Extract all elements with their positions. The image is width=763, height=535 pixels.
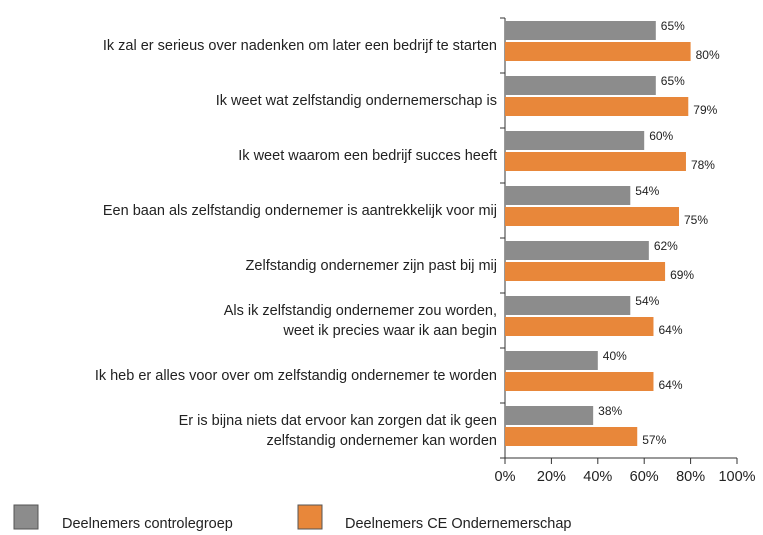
value-label: 78% xyxy=(691,158,715,172)
legend-swatch xyxy=(297,504,323,530)
bar xyxy=(505,296,631,315)
bar xyxy=(505,262,666,281)
bar xyxy=(505,241,649,260)
bar xyxy=(505,131,645,150)
category-label: Zelfstandig ondernemer zijn past bij mij xyxy=(245,257,497,274)
bar xyxy=(505,186,631,205)
value-label: 40% xyxy=(603,349,627,363)
value-label: 75% xyxy=(684,213,708,227)
bar xyxy=(505,42,691,61)
value-label: 69% xyxy=(670,268,694,282)
category-label: Een baan als zelfstandig ondernemer is a… xyxy=(102,202,497,219)
x-tick-label: 60% xyxy=(630,469,659,485)
value-label: 38% xyxy=(598,404,622,418)
value-label: 62% xyxy=(654,239,678,253)
value-label: 54% xyxy=(635,294,659,308)
x-tick-label: 80% xyxy=(676,469,705,485)
x-tick-label: 0% xyxy=(495,469,516,485)
bar xyxy=(505,207,679,226)
x-tick-label: 40% xyxy=(583,469,612,485)
value-label: 79% xyxy=(693,103,717,117)
value-label: 54% xyxy=(635,184,659,198)
category-label: Ik weet waarom een bedrijf succes heeft xyxy=(238,147,497,164)
bar xyxy=(505,76,656,95)
legend-label: Deelnemers CE Ondernemerschap xyxy=(345,516,571,532)
x-tick-label: 20% xyxy=(537,469,566,485)
category-label: Ik heb er alles voor over om zelfstandig… xyxy=(94,367,497,384)
value-label: 64% xyxy=(658,378,682,392)
bar xyxy=(505,21,656,40)
bar xyxy=(505,406,594,425)
value-label: 60% xyxy=(649,129,673,143)
value-label: 80% xyxy=(696,48,720,62)
value-label: 64% xyxy=(658,323,682,337)
legend-label: Deelnemers controlegroep xyxy=(62,516,233,532)
bar xyxy=(505,372,654,391)
bar xyxy=(505,97,689,116)
bar xyxy=(505,351,598,370)
category-label: Als ik zelfstandig ondernemer zou worden… xyxy=(223,302,497,339)
category-label: Ik zal er serieus over nadenken om later… xyxy=(102,37,497,54)
category-label: Ik weet wat zelfstandig ondernemerschap … xyxy=(215,92,497,109)
bar xyxy=(505,152,686,171)
bar xyxy=(505,427,638,446)
x-tick-label: 100% xyxy=(718,469,755,485)
value-label: 65% xyxy=(661,19,685,33)
bar xyxy=(505,317,654,336)
legend-swatch xyxy=(13,504,39,530)
value-label: 57% xyxy=(642,433,666,447)
value-label: 65% xyxy=(661,74,685,88)
category-label: Er is bijna niets dat ervoor kan zorgen … xyxy=(178,412,497,449)
